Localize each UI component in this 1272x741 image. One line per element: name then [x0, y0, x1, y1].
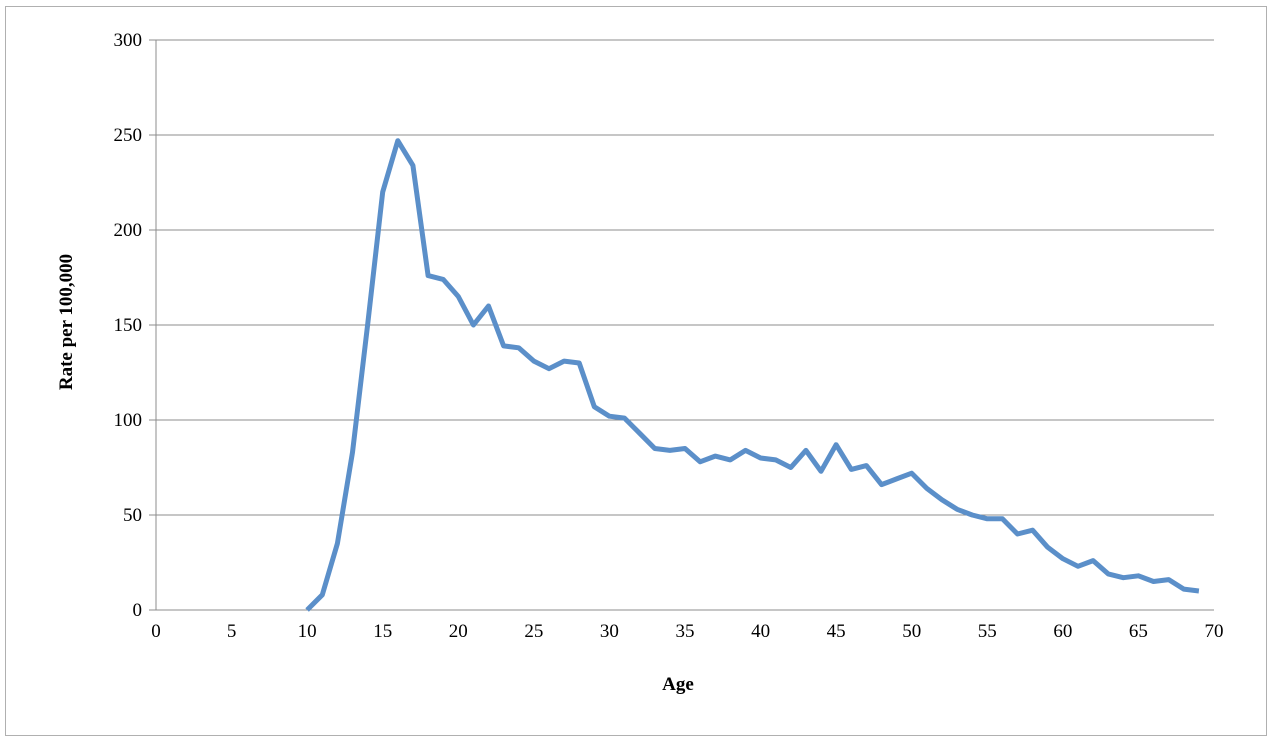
y-axis-title: Rate per 100,000: [56, 254, 77, 390]
x-tick-label: 20: [449, 621, 468, 642]
x-tick-label: 0: [151, 621, 161, 642]
y-tick-label: 50: [123, 505, 142, 526]
x-tick-label: 50: [902, 621, 921, 642]
series-line: [305, 138, 1200, 612]
y-tick-labels: 0 50 100 150 200 250 300: [114, 30, 143, 621]
y-tick-label: 100: [114, 410, 143, 431]
axes: [149, 39, 1214, 611]
y-tick-label: 250: [114, 125, 143, 146]
x-tick-label: 35: [676, 621, 695, 642]
x-tick-label: 45: [827, 621, 846, 642]
gridlines: [156, 39, 1214, 516]
x-tick-label: 30: [600, 621, 619, 642]
y-tick-label: 200: [114, 220, 143, 241]
x-tick-label: 40: [751, 621, 770, 642]
x-tick-label: 15: [373, 621, 392, 642]
x-tick-label: 65: [1129, 621, 1148, 642]
x-tick-label: 5: [227, 621, 237, 642]
y-tick-label: 0: [133, 600, 143, 621]
x-tick-labels: 0 5 10 15 20 25 30 35 40 45 50 55 60 65 70: [151, 621, 1223, 642]
x-tick-label: 70: [1205, 621, 1224, 642]
series-layer: [305, 138, 1200, 612]
x-tick-label: 55: [978, 621, 997, 642]
y-tick-label: 150: [114, 315, 143, 336]
x-tick-label: 60: [1053, 621, 1072, 642]
x-tick-label: 10: [298, 621, 317, 642]
x-axis-title: Age: [662, 674, 694, 695]
x-tick-label: 25: [524, 621, 543, 642]
y-tick-label: 300: [114, 30, 143, 51]
chart-frame: [5, 6, 1267, 736]
